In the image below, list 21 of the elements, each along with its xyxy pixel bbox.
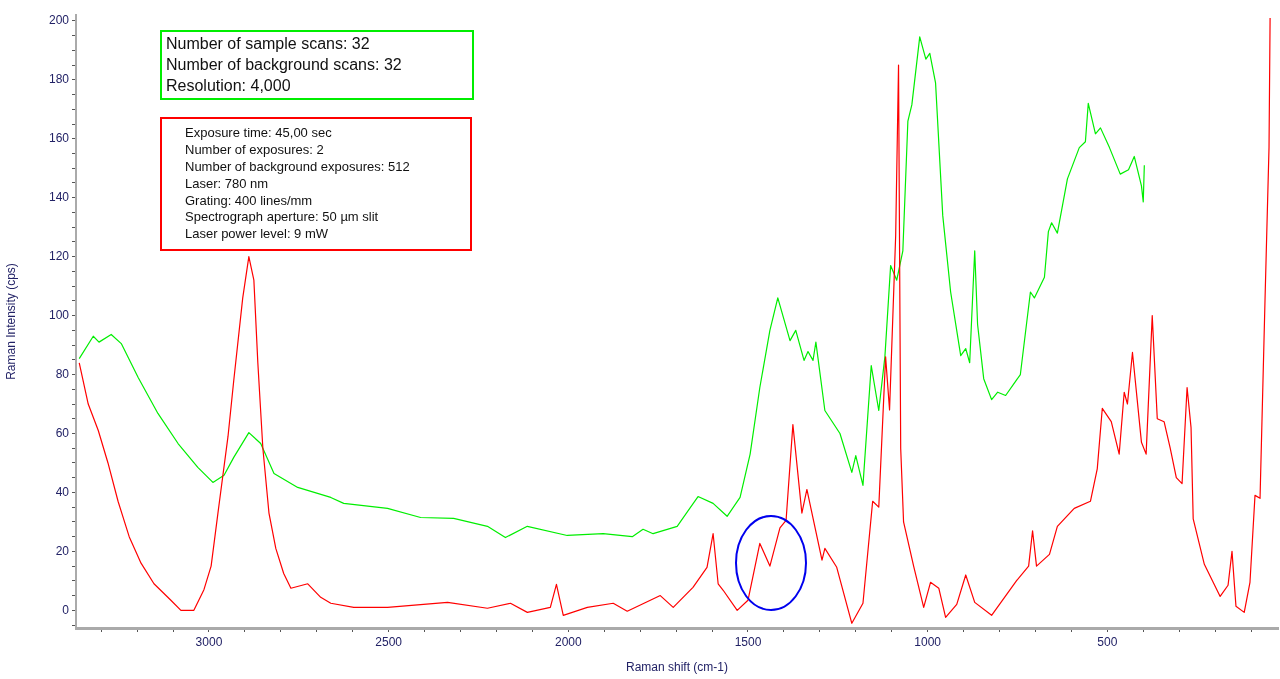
y-tick-label: 160 [48, 131, 70, 146]
x-tick-label: 1500 [734, 634, 762, 649]
x-tick-label: 2000 [554, 634, 582, 649]
y-tick-label: 40 [55, 484, 70, 499]
y-tick-label: 140 [48, 190, 70, 205]
annotation: Exposure time: 45,00 sec Number of exposures: 2 Number of background exposures: 512 Laser: 780 nm Grating: 400 lines/mm Spectrograph aperture: 50 µm slit Laser power level: 9 mW [160, 117, 472, 252]
y-tick-label: 0 [62, 602, 70, 617]
y-tick-label: 20 [55, 543, 70, 558]
y-tick-label: 60 [55, 425, 70, 440]
y-tick-label: 200 [48, 13, 70, 28]
annotation: Number of sample scans: 32 Number of background scans: 32 Resolution: 4,000 [160, 30, 474, 101]
x-tick-label: 500 [1097, 634, 1118, 649]
x-tick-label: 2500 [375, 634, 403, 649]
x-tick-label: 1000 [914, 634, 942, 649]
y-tick-label: 100 [48, 307, 70, 322]
y-tick-label: 120 [48, 248, 70, 263]
x-tick-label: 3000 [195, 634, 223, 649]
y-tick-label: 80 [55, 366, 70, 381]
y-axis-title: Raman Intensity (cps) [3, 263, 18, 380]
x-axis-title: Raman shift (cm-1) [625, 660, 729, 675]
y-tick-label: 180 [48, 72, 70, 87]
